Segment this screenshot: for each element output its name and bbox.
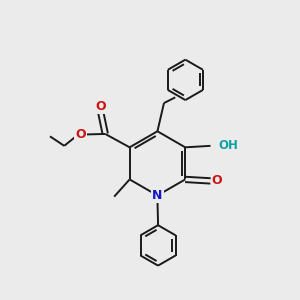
- Text: O: O: [212, 174, 222, 188]
- Text: N: N: [152, 189, 163, 202]
- Text: O: O: [95, 100, 106, 112]
- Text: O: O: [75, 128, 86, 141]
- Text: OH: OH: [218, 139, 239, 152]
